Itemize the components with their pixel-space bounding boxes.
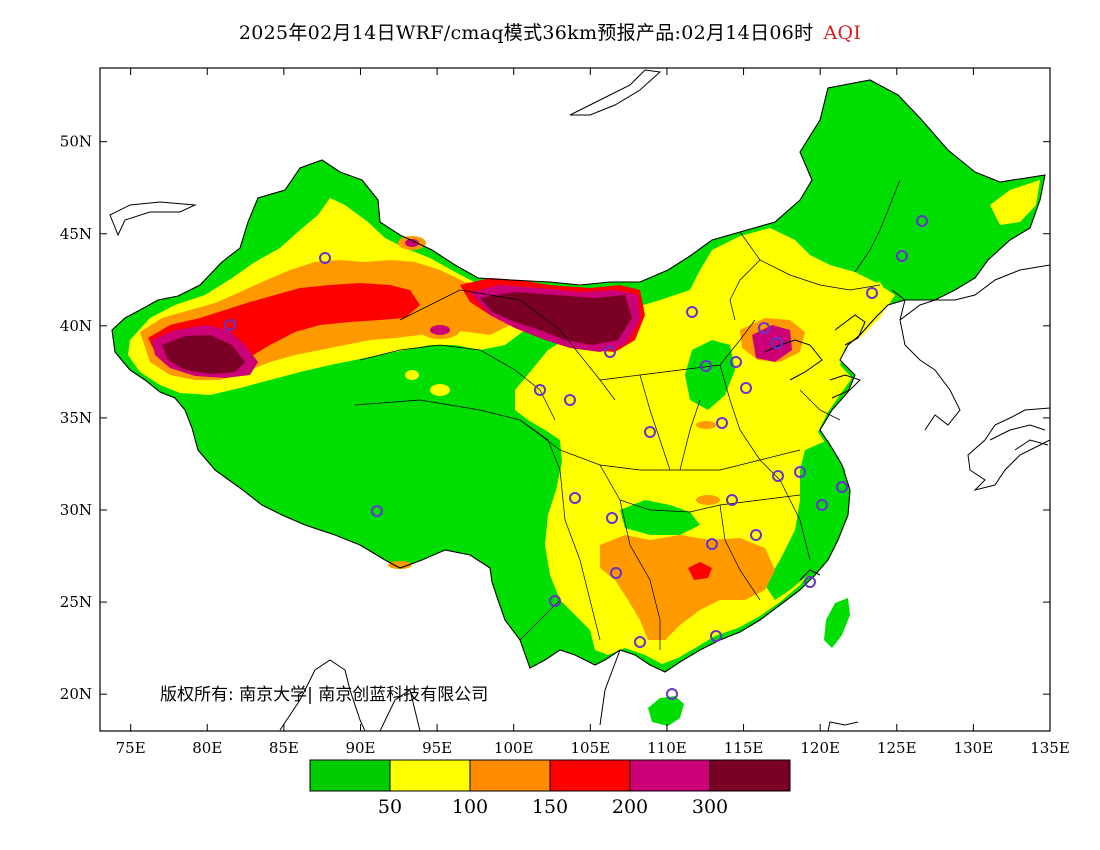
legend-label: 50 bbox=[378, 796, 402, 818]
city-marker bbox=[758, 322, 770, 334]
city-marker bbox=[564, 394, 576, 406]
city-marker bbox=[816, 499, 828, 511]
title-text: 2025年02月14日WRF/cmaq模式36km预报产品:02月14日06时 bbox=[238, 22, 814, 44]
city-marker bbox=[794, 466, 806, 478]
city-marker bbox=[610, 567, 622, 579]
color-legend: 50 100 150 200 300 bbox=[309, 759, 791, 818]
city-marker bbox=[224, 319, 236, 331]
y-tick-label: 50N bbox=[60, 133, 92, 151]
green-guizhou-patch bbox=[620, 500, 700, 535]
city-marker bbox=[644, 426, 656, 438]
city-marker bbox=[771, 337, 783, 349]
variable-label: AQI bbox=[823, 22, 862, 44]
x-tick-label: 75E bbox=[116, 739, 146, 757]
red-spot bbox=[405, 239, 419, 247]
yellow-spot bbox=[405, 370, 419, 380]
legend-swatch bbox=[469, 759, 551, 792]
orange-spot bbox=[696, 421, 716, 429]
legend-swatch bbox=[629, 759, 711, 792]
taiwan-island bbox=[824, 598, 850, 648]
orange-spot bbox=[388, 561, 412, 569]
province-boundaries bbox=[354, 179, 901, 650]
city-marker bbox=[371, 505, 383, 517]
legend-label: 150 bbox=[532, 796, 568, 818]
city-marker bbox=[750, 529, 762, 541]
red-hunan bbox=[688, 562, 712, 580]
hainan-island bbox=[648, 696, 684, 726]
city-marker bbox=[716, 417, 728, 429]
green-southeast-coast bbox=[765, 440, 848, 600]
coastlines bbox=[109, 69, 1050, 731]
city-marker bbox=[606, 512, 618, 524]
city-marker bbox=[534, 384, 546, 396]
legend-swatch bbox=[309, 759, 391, 792]
legend-swatch bbox=[389, 759, 471, 792]
legend-swatch bbox=[549, 759, 631, 792]
x-tick-label: 90E bbox=[345, 739, 375, 757]
city-marker bbox=[866, 287, 878, 299]
y-tick-label: 35N bbox=[60, 409, 92, 427]
city-marker bbox=[634, 636, 646, 648]
city-marker bbox=[686, 306, 698, 318]
legend-swatch bbox=[709, 759, 791, 792]
china-outline bbox=[111, 79, 1046, 673]
city-marker bbox=[740, 382, 752, 394]
city-markers bbox=[224, 215, 928, 700]
x-tick-label: 105E bbox=[571, 739, 611, 757]
x-tick-label: 100E bbox=[494, 739, 534, 757]
city-marker bbox=[710, 630, 722, 642]
map-title: 2025年02月14日WRF/cmaq模式36km预报产品:02月14日06时 A… bbox=[0, 18, 1100, 45]
city-marker bbox=[549, 595, 561, 607]
x-tick-label: 95E bbox=[422, 739, 452, 757]
city-marker bbox=[666, 688, 678, 700]
city-marker bbox=[896, 250, 908, 262]
city-marker bbox=[804, 576, 816, 588]
y-tick-label: 25N bbox=[60, 593, 92, 611]
city-marker bbox=[700, 360, 712, 372]
legend-label: 200 bbox=[612, 796, 648, 818]
yellow-northeast-strip bbox=[990, 180, 1040, 225]
city-marker bbox=[604, 346, 616, 358]
city-marker bbox=[569, 492, 581, 504]
y-axis: 50N 45N 40N 35N 30N 25N 20N bbox=[60, 133, 1050, 703]
city-marker bbox=[319, 252, 331, 264]
y-tick-label: 30N bbox=[60, 501, 92, 519]
city-marker bbox=[916, 215, 928, 227]
x-tick-label: 85E bbox=[269, 739, 299, 757]
x-tick-label: 80E bbox=[192, 739, 222, 757]
yellow-spot bbox=[430, 384, 450, 396]
maroon-tarim bbox=[162, 335, 245, 374]
y-tick-label: 40N bbox=[60, 317, 92, 335]
maroon-alxa bbox=[480, 292, 632, 345]
legend-label: 300 bbox=[692, 796, 728, 818]
x-tick-label: 135E bbox=[1030, 739, 1070, 757]
y-tick-label: 20N bbox=[60, 685, 92, 703]
x-tick-label: 130E bbox=[954, 739, 994, 757]
city-marker bbox=[772, 470, 784, 482]
x-tick-label: 125E bbox=[877, 739, 917, 757]
map-layers bbox=[109, 69, 1050, 731]
y-tick-label: 45N bbox=[60, 225, 92, 243]
x-tick-label: 120E bbox=[800, 739, 840, 757]
yellow-liaoning bbox=[838, 282, 890, 340]
city-marker bbox=[726, 494, 738, 506]
green-shanxi-patch bbox=[685, 340, 735, 410]
plot-frame bbox=[99, 67, 1051, 732]
city-marker bbox=[836, 481, 848, 493]
x-axis: 75E 80E 85E 90E 95E 100E 105E 110E 115E 120E 125E 1… bbox=[116, 68, 1070, 757]
orange-spot bbox=[696, 495, 720, 505]
x-tick-label: 110E bbox=[647, 739, 687, 757]
orange-south-central bbox=[600, 535, 775, 640]
legend-label: 100 bbox=[452, 796, 488, 818]
magenta-spot bbox=[430, 325, 450, 335]
city-marker bbox=[706, 538, 718, 550]
city-marker bbox=[730, 356, 742, 368]
copyright-notice: 版权所有: 南京大学| 南京创蓝科技有限公司 bbox=[160, 685, 489, 705]
x-tick-label: 115E bbox=[724, 739, 764, 757]
